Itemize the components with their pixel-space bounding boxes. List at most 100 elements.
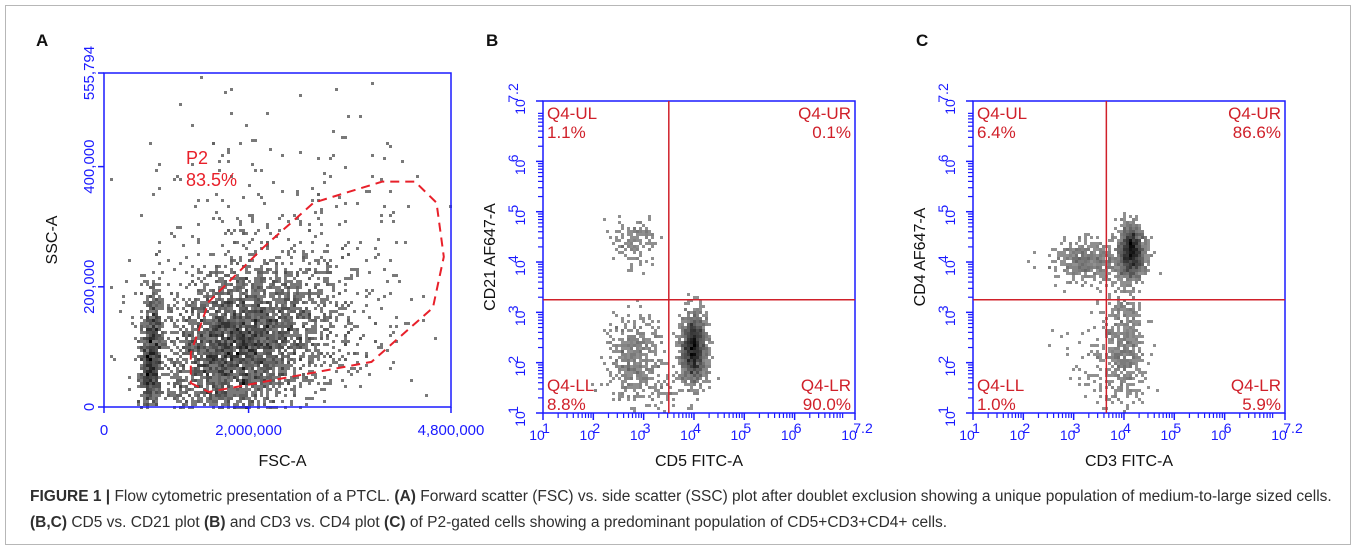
data-point bbox=[242, 361, 245, 364]
data-point bbox=[152, 283, 155, 286]
data-point bbox=[203, 286, 206, 289]
data-point bbox=[287, 274, 290, 277]
data-point bbox=[218, 364, 221, 367]
data-point bbox=[1102, 254, 1105, 257]
data-point bbox=[630, 377, 633, 380]
data-point bbox=[152, 397, 155, 400]
data-point bbox=[657, 392, 660, 395]
data-point bbox=[1141, 353, 1144, 356]
data-point bbox=[326, 343, 329, 346]
data-point bbox=[212, 358, 215, 361]
data-point bbox=[167, 394, 170, 397]
data-point bbox=[633, 335, 636, 338]
data-point bbox=[146, 403, 149, 406]
data-point bbox=[284, 343, 287, 346]
data-point bbox=[281, 289, 284, 292]
data-point bbox=[284, 334, 287, 337]
data-point bbox=[1117, 323, 1120, 326]
data-point bbox=[239, 379, 242, 382]
data-point bbox=[1138, 302, 1141, 305]
data-point bbox=[326, 298, 329, 301]
data-point bbox=[140, 367, 143, 370]
quadrant-percent: 5.9% bbox=[1242, 395, 1281, 414]
data-point bbox=[257, 337, 260, 340]
data-point bbox=[639, 350, 642, 353]
data-point bbox=[221, 154, 224, 157]
data-point bbox=[251, 304, 254, 307]
data-point bbox=[284, 319, 287, 322]
data-point bbox=[257, 370, 260, 373]
data-point bbox=[1138, 389, 1141, 392]
data-point bbox=[332, 289, 335, 292]
data-point bbox=[678, 323, 681, 326]
data-point bbox=[314, 271, 317, 274]
data-point bbox=[651, 257, 654, 260]
data-point bbox=[365, 352, 368, 355]
data-point bbox=[684, 353, 687, 356]
data-point bbox=[308, 295, 311, 298]
data-point bbox=[248, 313, 251, 316]
data-point bbox=[371, 175, 374, 178]
data-point bbox=[365, 259, 368, 262]
data-point bbox=[218, 322, 221, 325]
data-point bbox=[1138, 272, 1141, 275]
data-point bbox=[152, 289, 155, 292]
data-point bbox=[188, 331, 191, 334]
data-point bbox=[681, 341, 684, 344]
data-point bbox=[1135, 254, 1138, 257]
data-point bbox=[1096, 356, 1099, 359]
data-point bbox=[618, 245, 621, 248]
data-point bbox=[1111, 239, 1114, 242]
data-point bbox=[1138, 341, 1141, 344]
data-point bbox=[1096, 401, 1099, 404]
data-point bbox=[293, 361, 296, 364]
data-point bbox=[645, 365, 648, 368]
y-tick-label: 200,000 bbox=[81, 260, 98, 314]
data-point bbox=[212, 253, 215, 256]
data-point bbox=[227, 373, 230, 376]
data-point bbox=[251, 238, 254, 241]
data-point bbox=[1099, 383, 1102, 386]
data-point bbox=[224, 301, 227, 304]
data-point bbox=[257, 316, 260, 319]
data-point bbox=[224, 304, 227, 307]
data-point bbox=[1117, 254, 1120, 257]
data-point bbox=[236, 283, 239, 286]
data-point bbox=[1129, 275, 1132, 278]
data-point bbox=[185, 370, 188, 373]
data-point bbox=[708, 347, 711, 350]
data-point bbox=[1099, 260, 1102, 263]
data-point bbox=[221, 328, 224, 331]
data-point bbox=[215, 337, 218, 340]
data-point bbox=[681, 353, 684, 356]
data-point bbox=[215, 274, 218, 277]
data-point bbox=[260, 376, 263, 379]
data-point bbox=[227, 334, 230, 337]
data-point bbox=[314, 319, 317, 322]
data-point bbox=[636, 332, 639, 335]
data-point bbox=[1120, 239, 1123, 242]
data-point bbox=[1129, 344, 1132, 347]
data-point bbox=[179, 361, 182, 364]
data-point bbox=[185, 337, 188, 340]
data-point bbox=[260, 361, 263, 364]
data-point bbox=[1159, 272, 1162, 275]
data-point bbox=[269, 334, 272, 337]
data-point bbox=[287, 361, 290, 364]
data-point bbox=[278, 334, 281, 337]
data-point bbox=[212, 307, 215, 310]
data-point bbox=[221, 358, 224, 361]
data-point bbox=[230, 376, 233, 379]
data-point bbox=[260, 310, 263, 313]
data-point bbox=[1123, 335, 1126, 338]
data-point bbox=[251, 328, 254, 331]
data-point bbox=[1135, 275, 1138, 278]
data-point bbox=[621, 392, 624, 395]
data-point bbox=[654, 242, 657, 245]
data-point bbox=[1120, 386, 1123, 389]
data-point bbox=[1099, 251, 1102, 254]
data-point bbox=[206, 352, 209, 355]
data-point bbox=[633, 230, 636, 233]
data-point bbox=[681, 377, 684, 380]
data-point bbox=[332, 295, 335, 298]
